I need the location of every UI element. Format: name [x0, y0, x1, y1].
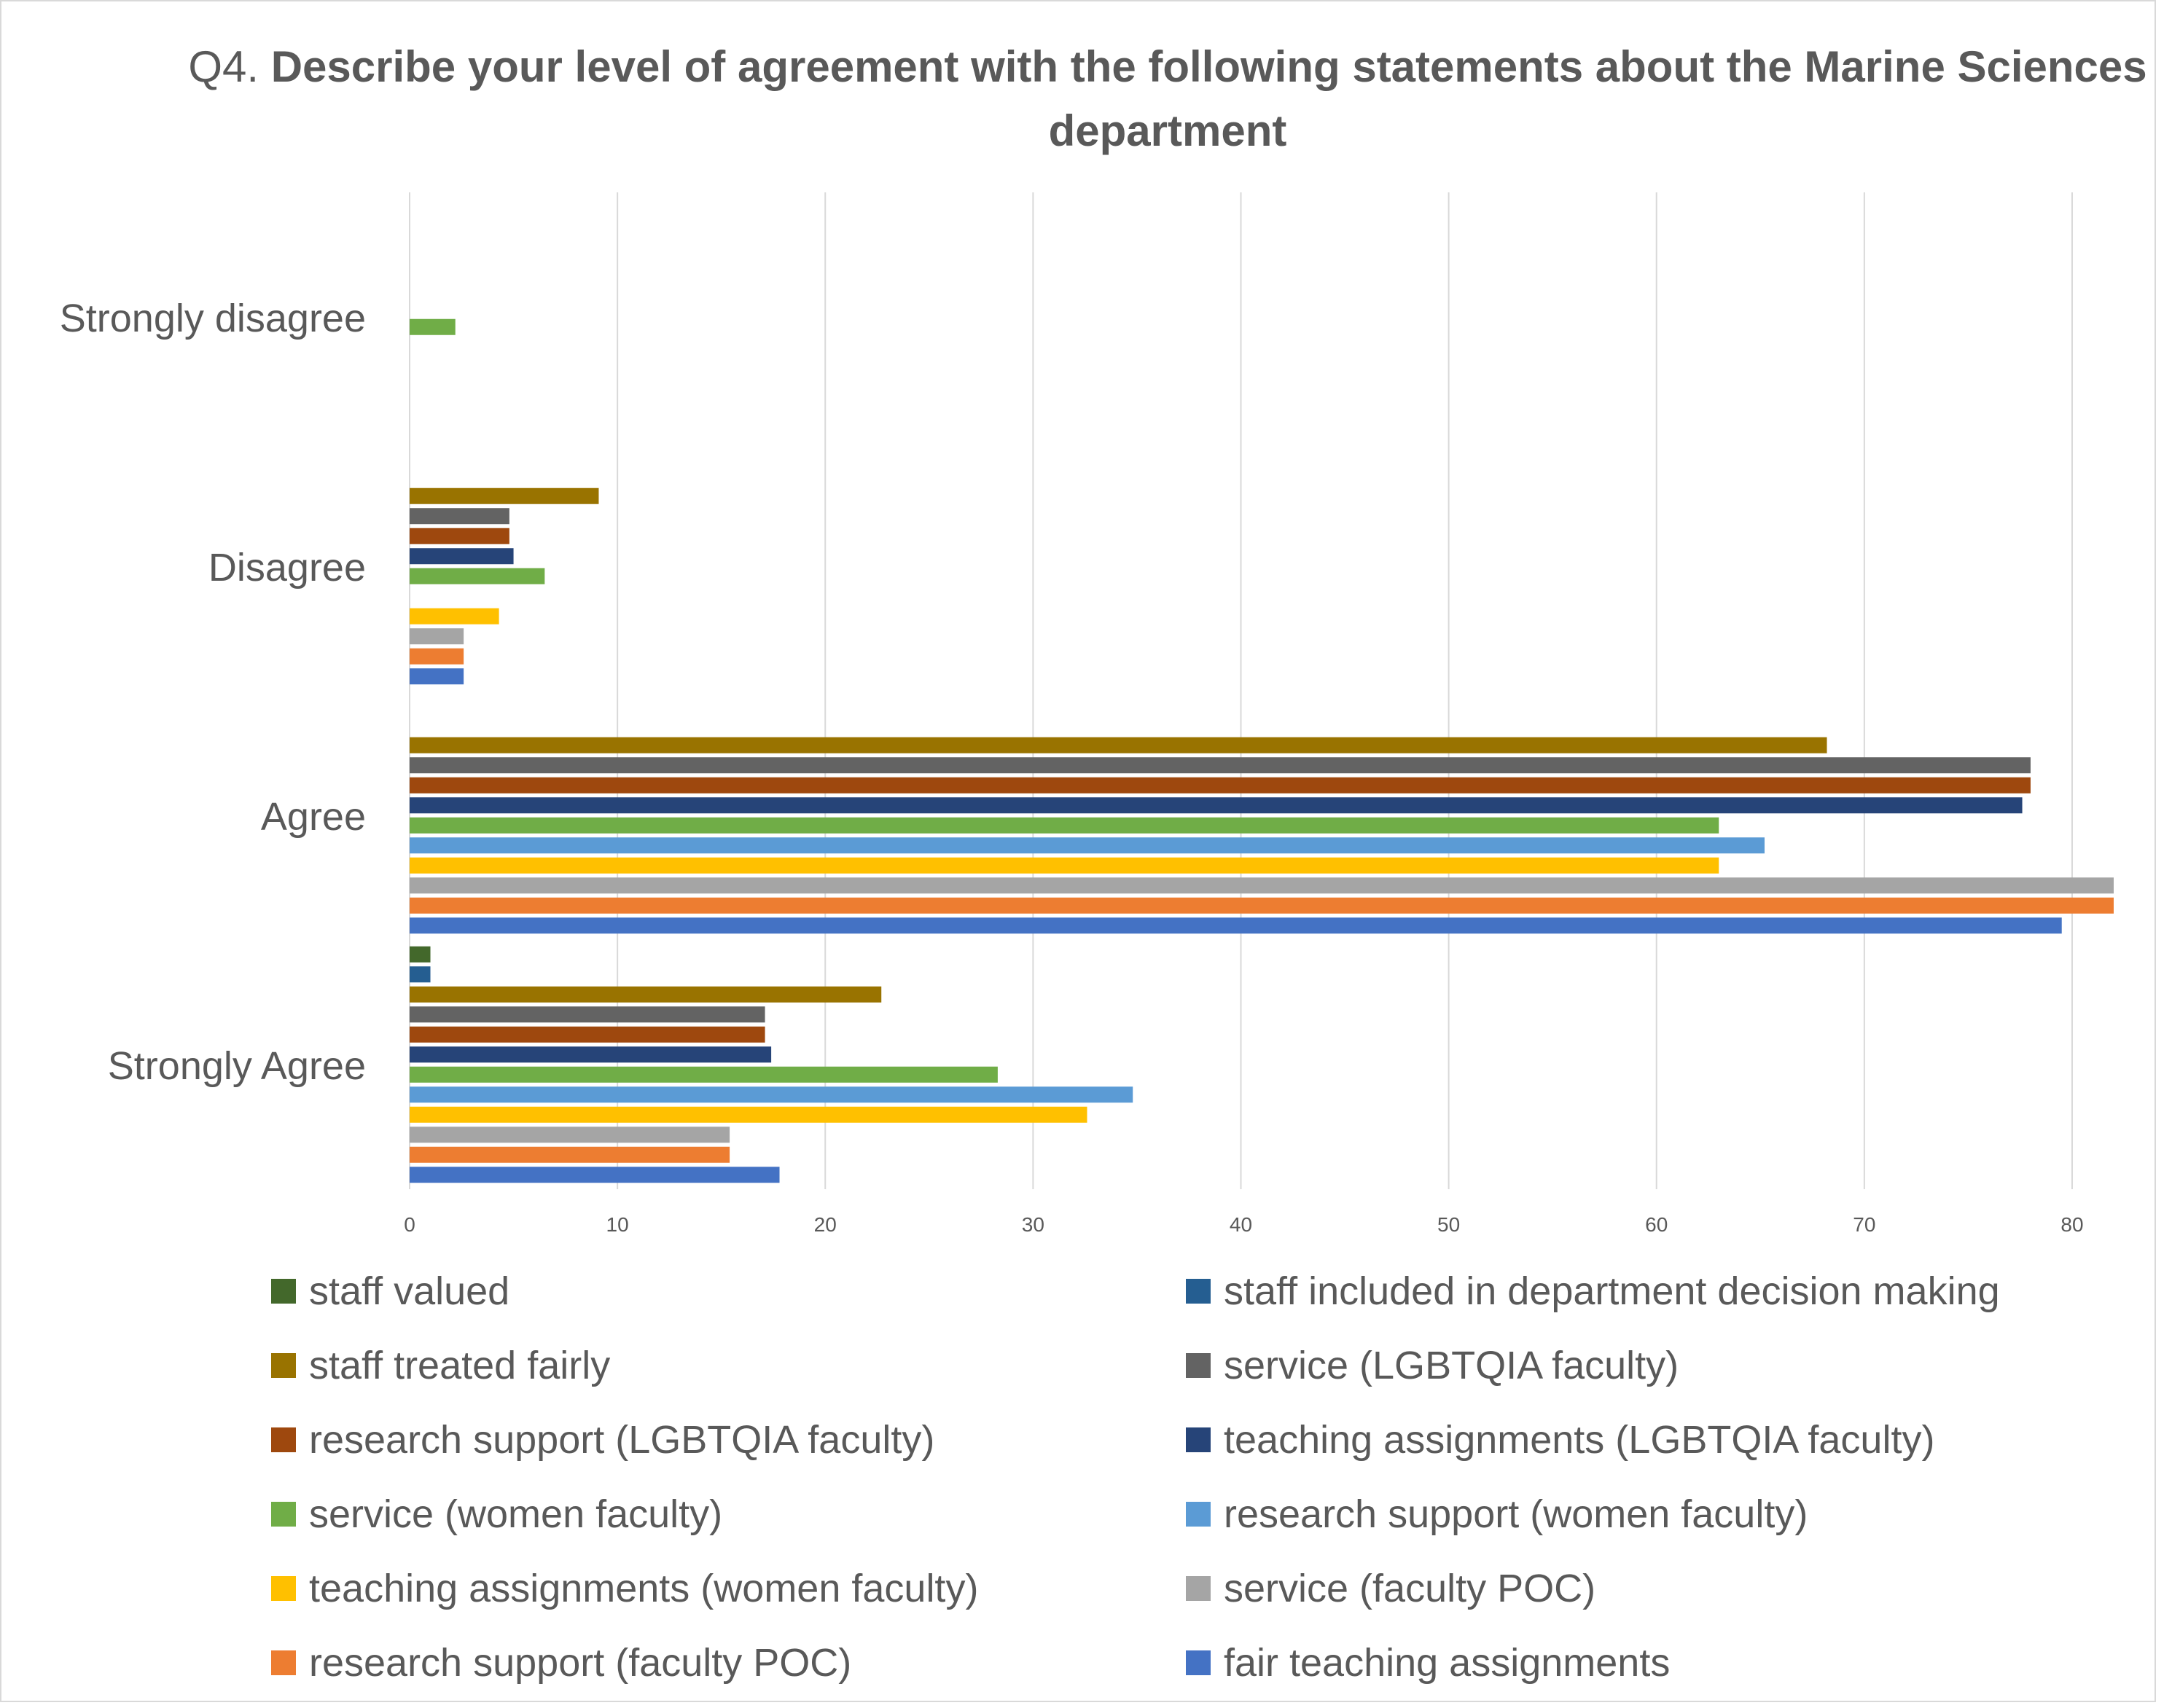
legend-label: fair teaching assignments — [1224, 1641, 1671, 1685]
legend-swatch — [271, 1650, 296, 1675]
legend-item-research-support-women-faculty: research support (women faculty) — [1186, 1485, 1808, 1543]
bar-agree-research-support-lgbtqia-faculty — [410, 777, 2031, 794]
legend-label: research support (faculty POC) — [309, 1641, 852, 1685]
legend-item-teaching-assignments-lgbtqia-faculty: teaching assignments (LGBTQIA faculty) — [1186, 1411, 1934, 1469]
bar-strongly-agree-teaching-assignments-women-faculty — [410, 1106, 1087, 1123]
bar-agree-research-support-faculty-poc — [410, 897, 2114, 914]
bar-strongly-agree-service-lgbtqia-faculty — [410, 1006, 765, 1023]
x-tick-label: 60 — [1645, 1213, 1668, 1236]
bar-disagree-teaching-assignments-lgbtqia-faculty — [410, 548, 514, 565]
legend-label: staff treated fairly — [309, 1344, 611, 1387]
legend-label: service (faculty POC) — [1224, 1567, 1596, 1610]
legend-label: staff valued — [309, 1269, 510, 1313]
bar-strongly-agree-service-women-faculty — [410, 1066, 998, 1083]
bar-agree-research-support-women-faculty — [410, 837, 1765, 854]
legend-swatch — [271, 1279, 296, 1304]
legend-item-staff-included-in-department-decision-making: staff included in department decision ma… — [1186, 1262, 2000, 1320]
legend-swatch — [1186, 1502, 1211, 1527]
legend-swatch — [1186, 1427, 1211, 1452]
bar-strongly-agree-staff-treated-fairly — [410, 986, 882, 1003]
bar-agree-service-faculty-poc — [410, 877, 2114, 894]
bar-strongly-agree-research-support-faculty-poc — [410, 1146, 730, 1163]
chart-title-main: Describe your level of agreement with th… — [270, 42, 2147, 155]
y-category-label: Strongly Agree — [108, 1044, 366, 1088]
legend-label: research support (women faculty) — [1224, 1492, 1808, 1536]
bar-disagree-research-support-faculty-poc — [410, 648, 464, 665]
legend-item-staff-treated-fairly: staff treated fairly — [271, 1336, 610, 1395]
bar-strongly-agree-service-faculty-poc — [410, 1127, 730, 1143]
legend-swatch — [271, 1427, 296, 1452]
legend-label: service (women faculty) — [309, 1492, 723, 1536]
x-tick-label: 0 — [404, 1213, 415, 1236]
legend-swatch — [271, 1353, 296, 1378]
bar-disagree-staff-treated-fairly — [410, 487, 599, 504]
y-category-label: Strongly disagree — [60, 297, 366, 340]
legend-item-teaching-assignments-women-faculty: teaching assignments (women faculty) — [271, 1559, 978, 1618]
bar-agree-teaching-assignments-women-faculty — [410, 857, 1719, 874]
legend-swatch — [1186, 1353, 1211, 1378]
legend-label: research support (LGBTQIA faculty) — [309, 1418, 935, 1462]
legend-swatch — [271, 1502, 296, 1527]
bar-strongly-disagree-service-women-faculty — [410, 318, 456, 335]
legend-label: staff included in department decision ma… — [1224, 1269, 2000, 1313]
bar-disagree-teaching-assignments-women-faculty — [410, 608, 499, 624]
bar-agree-teaching-assignments-lgbtqia-faculty — [410, 797, 2023, 814]
bar-agree-service-lgbtqia-faculty — [410, 757, 2031, 774]
bar-disagree-service-women-faculty — [410, 568, 545, 584]
bar-agree-staff-treated-fairly — [410, 737, 1827, 753]
bar-disagree-service-lgbtqia-faculty — [410, 508, 509, 525]
legend-item-staff-valued: staff valued — [271, 1262, 509, 1320]
legend-item-service-lgbtqia-faculty: service (LGBTQIA faculty) — [1186, 1336, 1679, 1395]
legend-item-service-faculty-poc: service (faculty POC) — [1186, 1559, 1595, 1618]
x-tick-label: 20 — [814, 1213, 837, 1236]
bar-strongly-agree-fair-teaching-assignments — [410, 1167, 780, 1183]
chart-title: Q4. Describe your level of agreement wit… — [147, 35, 2172, 163]
legend-label: service (LGBTQIA faculty) — [1224, 1344, 1679, 1387]
bar-strongly-agree-teaching-assignments-lgbtqia-faculty — [410, 1046, 772, 1063]
bar-strongly-agree-staff-included-in-department-decision-making — [410, 966, 431, 983]
legend-item-service-women-faculty: service (women faculty) — [271, 1485, 722, 1543]
legend-swatch — [1186, 1576, 1211, 1601]
bar-agree-fair-teaching-assignments — [410, 917, 2062, 934]
x-tick-label: 30 — [1022, 1213, 1044, 1236]
bar-disagree-service-faculty-poc — [410, 628, 464, 645]
x-tick-label: 80 — [2060, 1213, 2083, 1236]
legend-swatch — [1186, 1279, 1211, 1304]
bar-strongly-agree-research-support-lgbtqia-faculty — [410, 1026, 765, 1043]
bar-disagree-research-support-lgbtqia-faculty — [410, 528, 509, 544]
chart-legend: staff valued staff included in department… — [271, 1262, 2166, 1699]
bar-strongly-agree-staff-valued — [410, 946, 431, 963]
legend-swatch — [1186, 1650, 1211, 1675]
bar-disagree-fair-teaching-assignments — [410, 668, 464, 685]
legend-label: teaching assignments (LGBTQIA faculty) — [1224, 1418, 1935, 1462]
x-tick-label: 10 — [606, 1213, 629, 1236]
x-tick-label: 50 — [1437, 1213, 1460, 1236]
y-category-label: Agree — [261, 795, 366, 839]
legend-label: teaching assignments (women faculty) — [309, 1567, 979, 1610]
bar-strongly-agree-research-support-women-faculty — [410, 1086, 1133, 1103]
x-tick-label: 40 — [1230, 1213, 1252, 1236]
y-category-label: Disagree — [208, 546, 366, 589]
legend-item-research-support-lgbtqia-faculty: research support (LGBTQIA faculty) — [271, 1411, 934, 1469]
bar-agree-service-women-faculty — [410, 817, 1719, 834]
chart-title-prefix: Q4. — [188, 42, 259, 91]
legend-item-research-support-faculty-poc: research support (faculty POC) — [271, 1634, 851, 1692]
legend-item-fair-teaching-assignments: fair teaching assignments — [1186, 1634, 1670, 1692]
x-tick-label: 70 — [1853, 1213, 1875, 1236]
legend-swatch — [271, 1576, 296, 1601]
